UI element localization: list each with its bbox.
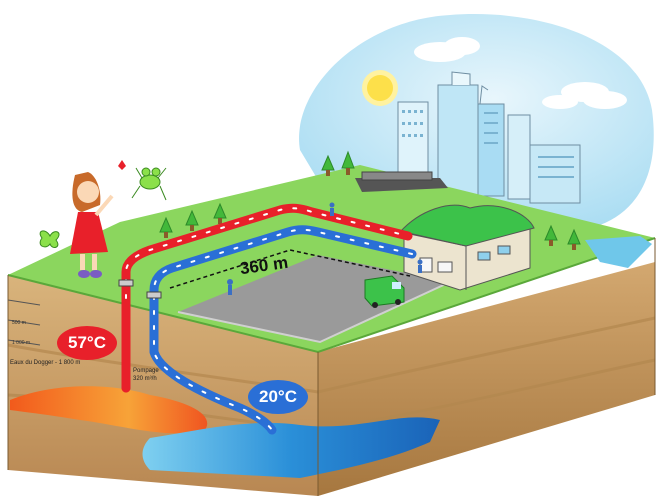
pumping-label: Pompage	[133, 368, 159, 374]
van	[364, 275, 405, 308]
sun-icon	[362, 70, 398, 106]
heat-plant-building	[399, 204, 535, 291]
aquifer-label: Eaux du Dogger - 1 800 m	[10, 360, 81, 366]
depth-mark-500: 500 m	[12, 320, 26, 326]
cloud	[414, 37, 627, 109]
pumping-rate: 320 m³/h	[133, 376, 157, 382]
cold-aquifer	[142, 417, 440, 478]
pedestrian-icon	[227, 202, 423, 295]
hot-aquifer	[10, 386, 208, 434]
cold-temperature-badge: 20°C	[248, 380, 308, 414]
butterfly-icon	[39, 230, 60, 248]
well-cap	[146, 291, 162, 299]
barge	[355, 171, 448, 192]
hot-temperature-badge: 57°C	[57, 326, 117, 360]
cold-pipe	[149, 225, 417, 435]
frog-icon	[131, 167, 167, 201]
well-cap	[118, 279, 134, 287]
tree-icon	[159, 150, 581, 250]
pond	[585, 236, 652, 268]
parking-lot	[178, 255, 450, 342]
depth-scale	[7, 299, 41, 346]
girl-figure	[70, 172, 114, 278]
building-windows	[402, 110, 574, 178]
depth-mark-1000: 1 000 m	[12, 340, 31, 346]
hot-pipe	[121, 203, 413, 393]
flower-icon	[118, 160, 126, 170]
